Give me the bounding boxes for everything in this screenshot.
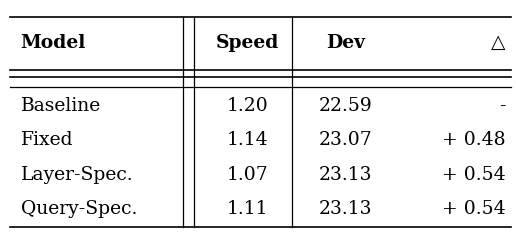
Text: 1.07: 1.07 — [227, 166, 268, 184]
Text: 1.20: 1.20 — [227, 97, 268, 115]
Text: Dev: Dev — [326, 34, 365, 52]
Text: + 0.54: + 0.54 — [442, 166, 506, 184]
Text: Model: Model — [21, 34, 86, 52]
Text: 1.11: 1.11 — [227, 200, 268, 218]
Text: 22.59: 22.59 — [319, 97, 373, 115]
Text: 1.14: 1.14 — [227, 131, 268, 149]
Text: + 0.48: + 0.48 — [442, 131, 506, 149]
Text: Fixed: Fixed — [21, 131, 73, 149]
Text: 23.07: 23.07 — [319, 131, 373, 149]
Text: Speed: Speed — [216, 34, 279, 52]
Text: + 0.54: + 0.54 — [442, 200, 506, 218]
Text: Baseline: Baseline — [21, 97, 101, 115]
Text: 23.13: 23.13 — [319, 166, 373, 184]
Text: 23.13: 23.13 — [319, 200, 373, 218]
Text: -: - — [499, 97, 506, 115]
Text: Query-Spec.: Query-Spec. — [21, 200, 137, 218]
Text: △: △ — [491, 34, 506, 52]
Text: Layer-Spec.: Layer-Spec. — [21, 166, 133, 184]
